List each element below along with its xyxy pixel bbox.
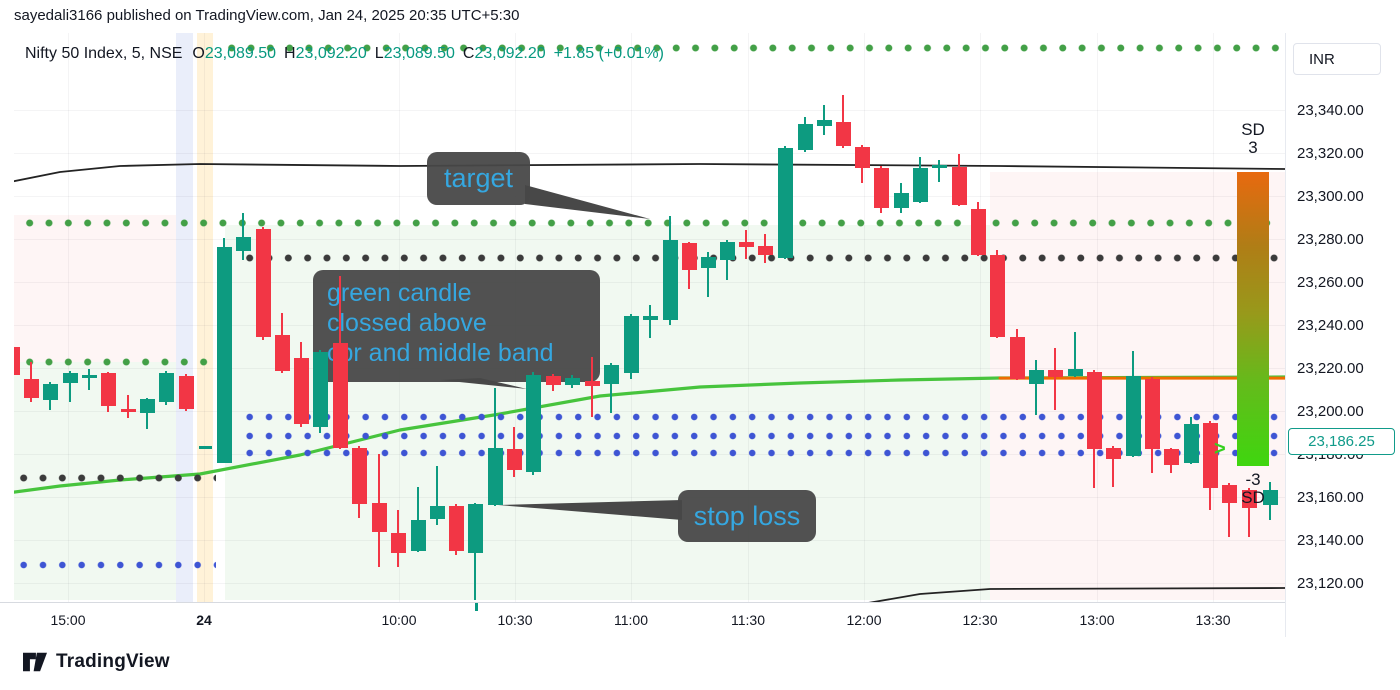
time-scale-label: 12:00 [846, 612, 882, 628]
legend-symbol: Nifty 50 Index, 5, NSE [25, 45, 183, 62]
price-scale-label: 23,140.00 [1297, 532, 1364, 549]
time-scale-label: 11:30 [731, 612, 765, 628]
grid-line-h [14, 368, 1285, 369]
grid-line-h [14, 282, 1285, 283]
annotation-green-candle-note[interactable]: green candle clossed above cpr and middl… [313, 270, 600, 382]
sd-gradient-band[interactable] [1237, 172, 1269, 466]
candlestick-series [14, 33, 1285, 602]
legend-ohlc-value: 23,089.50 [383, 45, 455, 62]
pivot-dotted-line [240, 448, 1282, 457]
level-arrow-marker: > [1214, 438, 1226, 460]
chart-plot-area[interactable]: target green candle clossed above cpr an… [14, 33, 1285, 602]
sd-band-top-label: SD 3 [1231, 121, 1275, 157]
session-break-band [176, 33, 193, 602]
price-axis[interactable]: INR 23,340.00 23,320.00 23,300.00 23,280.00… [1285, 33, 1400, 637]
sd-label-sd2: SD [1241, 487, 1265, 507]
grid-line-v [748, 33, 749, 602]
grid-line-v [864, 33, 865, 602]
annotation-stop-loss[interactable]: stop loss [678, 490, 816, 542]
legend-ohlc-value: 23,089.50 [204, 45, 277, 62]
sd-band-bottom-label: -3 SD [1231, 471, 1275, 507]
annotation-target-text: target [443, 163, 514, 193]
grid-line-h [14, 540, 1285, 541]
time-axis[interactable]: 15:00 24 10:00 10:30 11:00 11:30 12:00 12:30 13:… [0, 602, 1285, 638]
price-scale-label: 23,160.00 [1297, 489, 1364, 506]
publish-caption: sayedali3166 published on TradingView.co… [14, 7, 520, 24]
time-scale-label: 11:00 [614, 612, 648, 628]
note-line-2: clossed above [327, 309, 487, 337]
sd-label-sd: SD [1241, 120, 1265, 139]
grid-line-h [14, 110, 1285, 111]
price-scale-label: 23,220.00 [1297, 360, 1364, 377]
tradingview-logo-text: TradingView [56, 651, 170, 672]
tradingview-logo-icon [23, 652, 47, 672]
legend-ohlc-key: O [192, 45, 205, 62]
time-scale-label: 13:00 [1079, 612, 1115, 628]
pivot-dotted-line [14, 560, 216, 569]
pivot-dotted-line [240, 254, 1280, 263]
grid-line-v [1097, 33, 1098, 602]
currency-button[interactable]: INR [1293, 43, 1381, 75]
note-line-1: green candle [327, 279, 472, 307]
legend-ohlc-value: 23,092.20 [295, 45, 367, 62]
pivot-dotted-line [14, 473, 216, 482]
background-tint [14, 215, 176, 362]
time-scale-label: 13:30 [1195, 612, 1231, 628]
session-break-band [197, 33, 213, 602]
grid-line-v [1213, 33, 1214, 602]
price-scale-label: 23,200.00 [1297, 403, 1364, 420]
time-scale-label: 15:00 [50, 612, 86, 628]
time-scale-label: 24 [196, 612, 212, 628]
price-scale-label: 23,240.00 [1297, 317, 1364, 334]
session-open-dash [199, 445, 212, 449]
legend-change: +1.85 (+0.01%) [553, 45, 664, 62]
cpr-pivot-dotted-lines [14, 33, 1285, 602]
note-line-3: cpr and middle band [327, 339, 554, 367]
price-scale-label: 23,260.00 [1297, 274, 1364, 291]
pivot-dotted-line [20, 357, 212, 366]
price-scale-label: 23,280.00 [1297, 231, 1364, 248]
time-scale-label: 10:00 [381, 612, 417, 628]
tradingview-branding: TradingView [22, 650, 170, 674]
pivot-dotted-line [240, 413, 1282, 422]
price-scale-label: 23,320.00 [1297, 145, 1364, 162]
legend-ohlc-key: C [462, 45, 475, 62]
last-price-label: 23,186.25 [1288, 428, 1395, 455]
price-scale-label: 23,340.00 [1297, 102, 1364, 119]
price-scale-label: 23,300.00 [1297, 188, 1364, 205]
grid-line-v [980, 33, 981, 602]
annotation-stop-loss-text: stop loss [693, 500, 801, 531]
pivot-dotted-line [20, 218, 1280, 227]
sd-label-3: 3 [1248, 137, 1258, 157]
legend-ohlc-key: H [284, 45, 296, 62]
time-scale-label: 10:30 [497, 612, 533, 628]
price-scale-label: 23,120.00 [1297, 575, 1364, 592]
grid-line-h [14, 153, 1285, 154]
grid-line-v [68, 33, 69, 602]
symbol-legend[interactable]: Nifty 50 Index, 5, NSE O23,089.50 H23,092.… [25, 45, 664, 63]
legend-ohlc-value: 23,092.20 [474, 45, 546, 62]
legend-ohlc-key: L [374, 45, 384, 62]
grid-line-h [14, 239, 1285, 240]
grid-line-h [14, 583, 1285, 584]
sd-label-minus3: -3 [1245, 470, 1261, 489]
session-start-tick [475, 603, 478, 611]
pivot-dotted-line [240, 431, 1282, 440]
time-scale-label: 12:30 [962, 612, 998, 628]
pivot-dotted-line [222, 43, 1280, 52]
grid-line-h [14, 411, 1285, 412]
annotation-target[interactable]: target [427, 152, 530, 205]
grid-line-h [14, 497, 1285, 498]
grid-line-v [204, 33, 205, 602]
